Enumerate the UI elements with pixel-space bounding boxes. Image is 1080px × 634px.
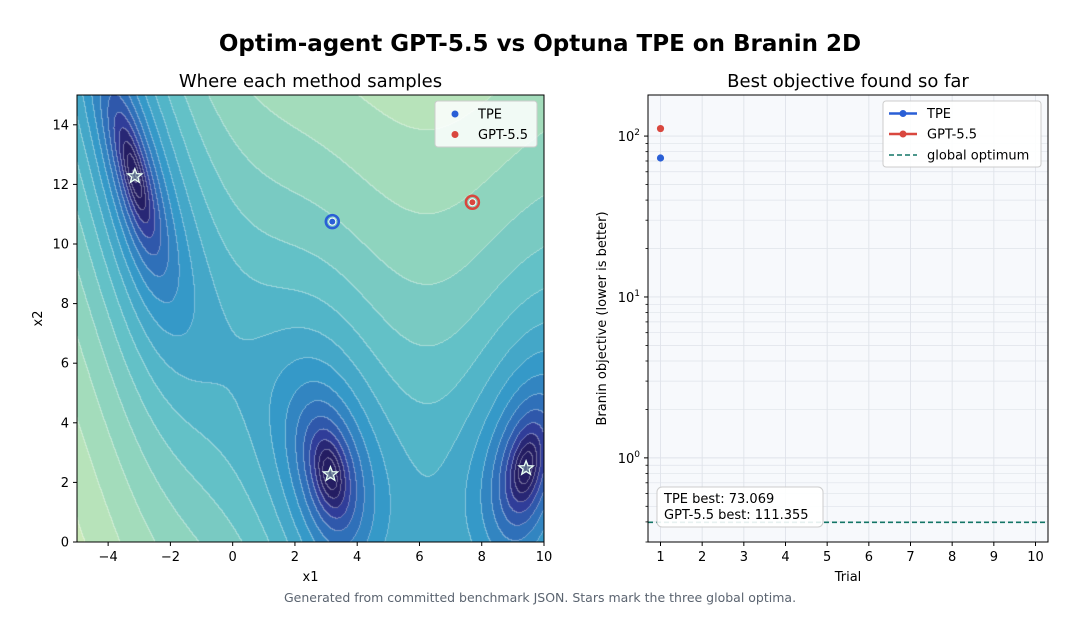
progress-xlabel: Trial: [834, 570, 862, 585]
best-point-tpe: [656, 154, 665, 162]
progress-xtick-label: 9: [990, 550, 998, 565]
best-values-annotation: TPE best: 73.069 GPT-5.5 best: 111.355: [656, 486, 824, 528]
contour-ytick-label: 10: [52, 238, 69, 253]
sample-point-gpt: [468, 198, 477, 207]
contour-legend: TPE GPT-5.5: [434, 100, 538, 148]
progress-title: Best objective found so far: [727, 71, 969, 92]
best-point-gpt: [656, 124, 665, 133]
contour-ytick-label: 8: [61, 297, 69, 312]
legend-gpt-dot: [899, 130, 907, 138]
progress-ytick-label: 101: [618, 289, 640, 306]
sample-point-tpe: [328, 217, 337, 226]
legend-tpe-label-right: TPE: [926, 107, 951, 122]
contour-xtick-label: 0: [229, 550, 237, 565]
contour-ytick-label: 0: [61, 536, 69, 551]
progress-xtick-label: 8: [948, 550, 956, 565]
annotation-box: [656, 486, 824, 528]
legend-tpe-label: TPE: [477, 108, 502, 123]
global-optimum-star: [321, 464, 340, 482]
contour-xtick-label: −2: [161, 550, 180, 565]
contour-xlabel: x1: [303, 570, 319, 585]
figure-footnote: Generated from committed benchmark JSON.…: [284, 590, 796, 605]
progress-xtick-label: 7: [906, 550, 914, 565]
contour-axes: −4 −2 0 2 4 6 8 10 0 2 4 6 8 10 12 14: [52, 118, 552, 565]
progress-xtick-label: 1: [656, 550, 664, 565]
branin-contour-image: [77, 95, 544, 542]
contour-ytick-label: 14: [52, 118, 69, 133]
contour-ytick-label: 2: [61, 476, 69, 491]
contour-ytick-label: 12: [52, 178, 69, 193]
contour-xtick-label: 10: [536, 550, 553, 565]
progress-legend-box: [882, 100, 1042, 168]
sample-ring-gpt: [464, 194, 481, 211]
progress-xtick-label: 3: [740, 550, 748, 565]
legend-gpt-label-right: GPT-5.5: [927, 128, 977, 143]
contour-marks: [126, 166, 535, 482]
contour-ytick-label: 4: [61, 416, 69, 431]
legend-gpt-marker: [451, 131, 459, 138]
progress-xtick-label: 6: [865, 550, 873, 565]
contour-title: Where each method samples: [179, 71, 442, 92]
contour-xtick-label: 6: [415, 550, 423, 565]
contour-frame: [76, 94, 545, 543]
contour-xtick-label: 2: [291, 550, 299, 565]
contour-xtick-label: 8: [478, 550, 486, 565]
annotation-gpt-best: GPT-5.5 best: 111.355: [664, 508, 809, 523]
progress-xtick-label: 10: [1027, 550, 1044, 565]
global-optimum-star: [126, 166, 144, 184]
global-optimum-star: [517, 458, 535, 476]
progress-ytick-label: 100: [618, 450, 641, 467]
legend-optimum-label: global optimum: [927, 149, 1029, 164]
legend-tpe-marker: [451, 110, 459, 118]
contour-xtick-label: −4: [99, 550, 118, 565]
figure-title: Optim-agent GPT-5.5 vs Optuna TPE on Bra…: [219, 31, 861, 57]
progress-plot-bg: [648, 95, 1048, 542]
contour-surface: [77, 95, 544, 542]
progress-panel: Best objective found so far 1 2 3 4 5 6 7 8 9 101…: [595, 71, 1049, 585]
progress-xtick-label: 4: [781, 550, 789, 565]
progress-xtick-label: 2: [698, 550, 706, 565]
progress-ylabel: Branin objective (lower is better): [595, 211, 610, 425]
progress-xtick-label: 5: [823, 550, 831, 565]
contour-panel: Where each method samples −4 −2 0 2 4 6 8 10 0 2 4…: [31, 71, 552, 585]
contour-xtick-label: 4: [353, 550, 361, 565]
contour-ytick-label: 6: [61, 357, 69, 372]
contour-ylabel: x2: [31, 311, 46, 327]
progress-ytick-label: 102: [618, 128, 640, 145]
progress-legend: TPE GPT-5.5 global optimum: [882, 100, 1042, 168]
contour-legend-box: [434, 100, 538, 148]
annotation-tpe-best: TPE best: 73.069: [663, 492, 774, 507]
legend-tpe-dot: [899, 110, 907, 117]
sample-ring-tpe: [324, 213, 341, 230]
legend-gpt-label: GPT-5.5: [478, 128, 528, 143]
progress-frame: [647, 94, 1049, 543]
